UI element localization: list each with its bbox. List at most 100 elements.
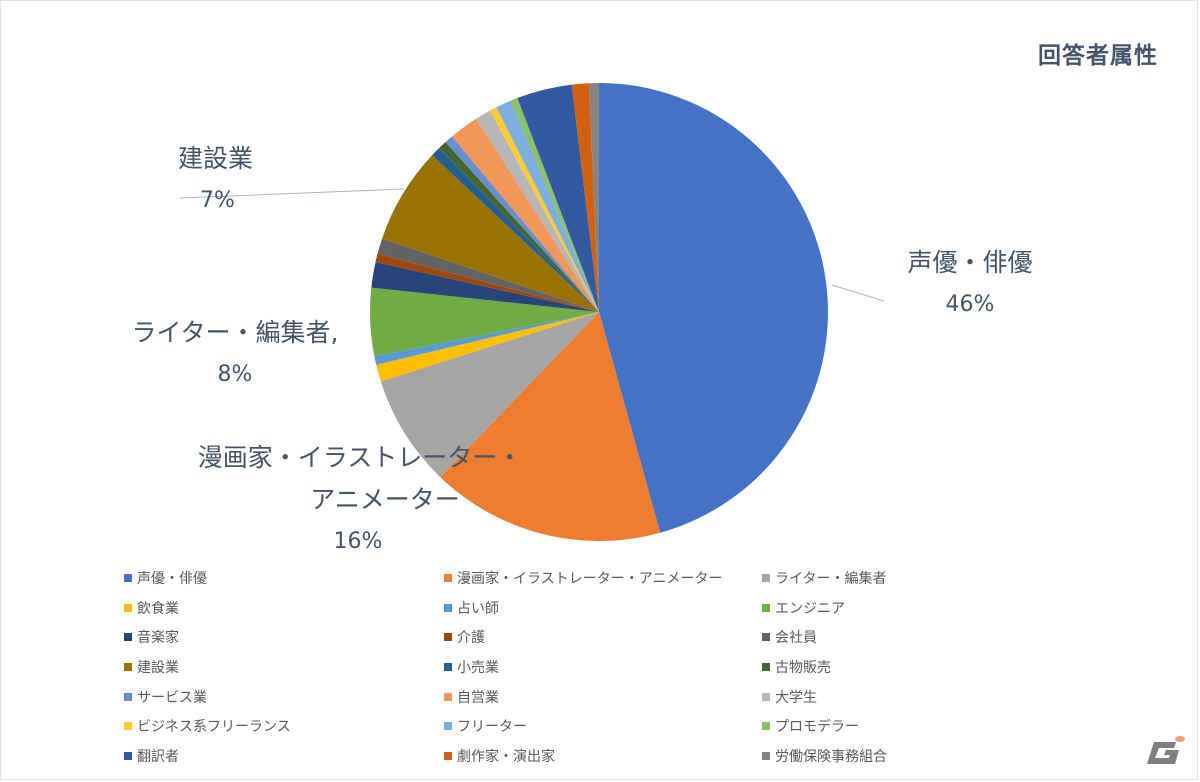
- data-label-percent: 7%: [200, 188, 235, 213]
- legend-swatch-icon: [124, 751, 132, 760]
- pie-slice: [382, 155, 599, 312]
- data-label-category: 声優・俳優: [907, 248, 1033, 277]
- legend-label: 占い師: [457, 600, 499, 617]
- legend-swatch-icon: [444, 751, 452, 760]
- data-label-seiyu: 声優・俳優 46%: [880, 242, 1060, 326]
- data-label-manga: 漫画家・イラストレーター・ アニメーター 16%: [160, 437, 560, 563]
- legend-label: 労働保険事務組合: [775, 748, 887, 765]
- pie-slice: [588, 82, 599, 312]
- legend-swatch-icon: [762, 722, 770, 731]
- data-label-percent: 16%: [333, 529, 383, 554]
- leader-line-kensetsu: [179, 188, 405, 199]
- legend-item: サービス業: [124, 682, 444, 712]
- leader-lines: [179, 188, 885, 302]
- data-label-percent: 46%: [945, 292, 995, 317]
- data-label-category-line2: アニメーター: [310, 485, 460, 514]
- pie-slice: [376, 312, 599, 382]
- legend-swatch-icon: [124, 603, 132, 612]
- legend-label: サービス業: [137, 689, 207, 706]
- legend-item: 飲食業: [124, 593, 444, 623]
- pie-slice: [375, 253, 599, 312]
- pie-slice: [599, 83, 828, 533]
- pie-slice: [517, 84, 599, 312]
- legend-swatch-icon: [762, 751, 770, 760]
- legend-item: 漫画家・イラストレーター・アニメーター: [444, 563, 762, 593]
- legend-item: 介護: [444, 622, 762, 652]
- legend-label: 音楽家: [137, 630, 179, 647]
- legend-item: ライター・編集者: [762, 563, 962, 593]
- legend-label: 翻訳者: [137, 748, 179, 765]
- legend-item: 労働保険事務組合: [762, 741, 962, 771]
- legend-item: 小売業: [444, 652, 762, 682]
- legend-item: エンジニア: [762, 593, 962, 623]
- pie-slice: [439, 142, 599, 312]
- legend-label: 漫画家・イラストレーター・アニメーター: [457, 570, 723, 587]
- chart-title: 回答者属性: [1038, 43, 1158, 69]
- legend-swatch-icon: [124, 662, 132, 671]
- pie-slice: [489, 107, 599, 312]
- legend-swatch-icon: [762, 573, 770, 582]
- legend-label: 自営業: [457, 689, 499, 706]
- legend-item: 古物販売: [762, 652, 962, 682]
- data-label-category: 建設業: [178, 144, 254, 173]
- legend-swatch-icon: [444, 603, 452, 612]
- legend-item: 音楽家: [124, 622, 444, 652]
- data-label-percent: 8%: [217, 362, 253, 387]
- legend-label: 会社員: [775, 630, 817, 647]
- legend-swatch-icon: [124, 692, 132, 701]
- pie-slice: [451, 118, 599, 313]
- legend-swatch-icon: [444, 633, 452, 642]
- legend-item: 建設業: [124, 652, 444, 682]
- legend-item: 会社員: [762, 622, 962, 652]
- pie-slice: [476, 110, 599, 312]
- legend-swatch-icon: [124, 722, 132, 731]
- pie-slice: [496, 100, 599, 313]
- legend-label: 飲食業: [137, 600, 179, 617]
- pie-slice: [571, 83, 599, 312]
- legend-item: 自営業: [444, 682, 762, 712]
- legend-item: ビジネス系フリーランス: [124, 711, 444, 741]
- legend-item: 大学生: [762, 682, 962, 712]
- legend-label: ライター・編集者: [775, 570, 887, 587]
- legend-label: 介護: [457, 630, 485, 647]
- pie-slice: [370, 287, 599, 357]
- leader-line-seiyu: [831, 284, 885, 302]
- legend-label: エンジニア: [775, 600, 845, 617]
- legend-label: フリーター: [457, 719, 527, 736]
- legend-item: 占い師: [444, 593, 762, 623]
- pie-slice: [510, 98, 599, 312]
- legend-label: 大学生: [775, 689, 817, 706]
- legend-label: 建設業: [137, 659, 179, 676]
- pie-slice: [432, 148, 599, 312]
- legend-item: 翻訳者: [124, 741, 444, 771]
- pie-slice: [380, 312, 599, 477]
- legend-swatch-icon: [762, 692, 770, 701]
- legend-item: フリーター: [444, 711, 762, 741]
- legend-label: 劇作家・演出家: [457, 748, 555, 765]
- pie-slice: [445, 136, 599, 312]
- pie-slice: [374, 312, 599, 365]
- legend-swatch-icon: [762, 633, 770, 642]
- legend-label: ビジネス系フリーランス: [137, 719, 291, 736]
- legend-swatch-icon: [124, 573, 132, 582]
- legend-item: プロモデラー: [762, 711, 962, 741]
- pie-slice: [377, 238, 599, 312]
- data-label-writer: ライター・編集者, 8%: [120, 312, 350, 396]
- legend-label: 古物販売: [775, 659, 831, 676]
- legend-swatch-icon: [444, 722, 452, 731]
- legend-label: 声優・俳優: [137, 570, 207, 587]
- pie-slices: [370, 82, 828, 541]
- pie-slice: [371, 262, 599, 312]
- data-label-category: 漫画家・イラストレーター・: [197, 443, 523, 472]
- legend-swatch-icon: [444, 692, 452, 701]
- chart-legend: 声優・俳優 漫画家・イラストレーター・アニメーター ライター・編集者飲食業 占い師 エン…: [124, 563, 944, 771]
- legend-label: 小売業: [457, 659, 499, 676]
- gamer-logo-icon: [1147, 736, 1185, 764]
- legend-swatch-icon: [444, 662, 452, 671]
- legend-swatch-icon: [124, 633, 132, 642]
- legend-swatch-icon: [762, 603, 770, 612]
- data-label-kensetsu: 建設業 7%: [170, 138, 270, 222]
- legend-label: プロモデラー: [775, 719, 859, 736]
- legend-swatch-icon: [762, 662, 770, 671]
